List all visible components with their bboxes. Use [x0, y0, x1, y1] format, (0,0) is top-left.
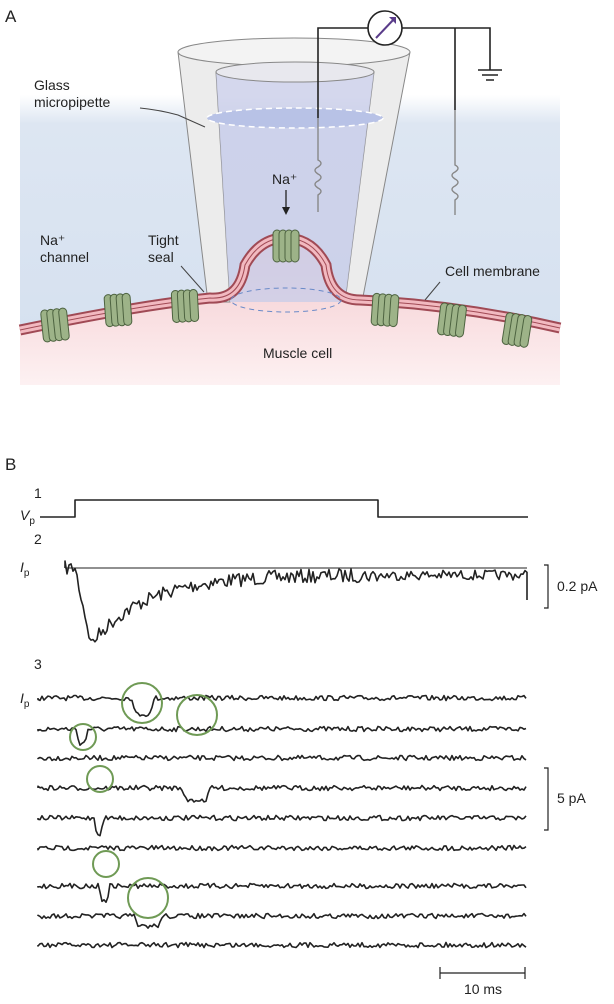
circuit-wire [317, 27, 491, 118]
meter-arrowhead [389, 17, 396, 24]
opening-marker [127, 877, 169, 919]
trace-symbol: Ip [20, 690, 30, 710]
na-channel [501, 312, 533, 348]
trace-symbol: Vp [20, 507, 35, 527]
panel-label: B [5, 455, 16, 474]
cell [20, 238, 560, 385]
channel-trace [37, 912, 527, 929]
scale-label: 5 pA [557, 790, 586, 806]
subscript: p [24, 568, 30, 579]
channel-subunit [58, 307, 70, 341]
patch-outline [230, 287, 342, 313]
trace-number: 1 [34, 485, 42, 501]
ion-arrowhead [282, 207, 290, 215]
channel-trace [37, 844, 527, 852]
na-channel [437, 302, 467, 338]
channel-trace [37, 941, 527, 949]
pipette-label: Glass micropipette [34, 77, 110, 110]
channel-trace [37, 814, 527, 837]
subscript: p [24, 699, 30, 710]
fluid-level [206, 107, 384, 129]
symbol: I [20, 690, 24, 706]
channel-label: Na⁺ channel [40, 232, 89, 265]
ground-electrode [451, 110, 459, 215]
opening-marker [121, 682, 163, 724]
pipette-leader [139, 107, 206, 128]
panel-label: A [5, 7, 17, 26]
channel-trace [37, 725, 527, 746]
current-trace [64, 560, 528, 643]
voltage-step [40, 499, 528, 518]
opening-marker [176, 694, 218, 736]
channel-subunit [454, 304, 467, 338]
scale-label: 0.2 pA [557, 578, 598, 594]
membrane-leader [424, 281, 441, 301]
trace-number: 3 [34, 656, 42, 672]
panel-a: A Glass micropipette Na⁺ channel Tight seal… [5, 7, 562, 385]
symbol: I [20, 559, 24, 575]
channel-subunit [519, 315, 533, 348]
ion-label: Na⁺ [272, 171, 297, 187]
opening-marker [92, 850, 120, 878]
membrane-label: Cell membrane [445, 263, 540, 279]
channel-subunit [121, 292, 133, 326]
electrode [314, 118, 322, 212]
trace-symbol: Ip [20, 559, 30, 579]
channel-subunit [290, 229, 300, 263]
ground [478, 69, 502, 81]
na-channel [272, 229, 300, 263]
opening-marker [69, 723, 97, 751]
na-channel [370, 292, 400, 328]
scale-bar [544, 564, 549, 609]
seal-leader [180, 265, 205, 293]
na-channel [170, 289, 200, 323]
channel-trace [37, 754, 527, 762]
subscript: p [29, 516, 35, 527]
na-channel [103, 292, 133, 328]
scale-bar [544, 767, 549, 831]
na-channel [40, 307, 70, 343]
channel-trace [37, 694, 527, 718]
cell-label: Muscle cell [263, 345, 332, 361]
channel-subunit [188, 289, 200, 323]
channel-trace [37, 784, 527, 803]
meter-needle [375, 17, 396, 39]
time-scale-label: 10 ms [464, 981, 502, 997]
pipette-inner-rim [215, 61, 375, 83]
seal-label: Tight seal [148, 232, 179, 265]
time-scale-bar [439, 967, 526, 979]
trace-number: 2 [34, 531, 42, 547]
opening-marker [86, 765, 114, 793]
panel-b: B 1 Vp 2 Ip 0.2 pA 3 Ip 5 pA 10 ms [5, 455, 598, 997]
channel-subunit [388, 294, 400, 328]
channel-trace [37, 882, 527, 903]
symbol: V [20, 507, 31, 523]
